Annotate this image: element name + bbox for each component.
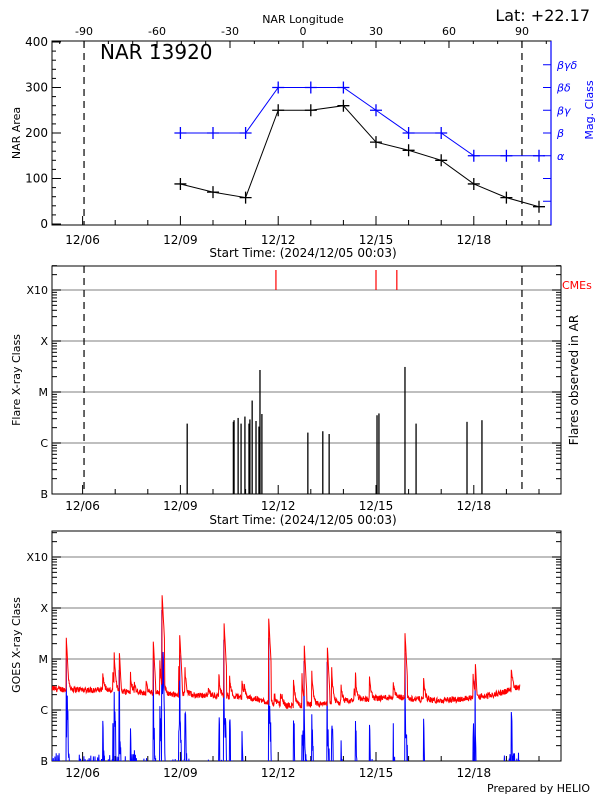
- flare-class-tick-label: X: [40, 335, 48, 348]
- longitude-tick-label: 60: [442, 25, 456, 38]
- longitude-axis-label: NAR Longitude: [262, 13, 344, 26]
- mag-class-tick-label: β: [556, 127, 564, 140]
- area-line: [180, 105, 540, 208]
- flare-class-axis-label: Flare X-ray Class: [10, 334, 23, 426]
- goes-date-tick-label: 12/06: [65, 766, 100, 780]
- goes-panel: GOES X-ray Class B C M X X10 12/06 12/09 12/12 1…: [10, 530, 562, 780]
- area-point: [304, 104, 317, 117]
- date-tick-label: 12/06: [65, 233, 100, 247]
- area-point: [272, 104, 285, 117]
- area-point: [402, 144, 415, 157]
- longitude-tick-label: 0: [300, 25, 307, 38]
- cme-label: CMEs: [562, 279, 592, 292]
- mag-class-point: [467, 149, 480, 162]
- mag-class-tick-label: βγδ: [556, 59, 578, 72]
- area-tick-label: 400: [25, 35, 48, 49]
- goes-class-tick-label: B: [40, 755, 48, 768]
- flare-date-tick-label: 12/18: [457, 499, 492, 513]
- area-tick-label: 100: [25, 172, 48, 186]
- goes-long-channel-group: [52, 595, 521, 710]
- mag-class-point: [337, 81, 350, 94]
- area-point: [500, 191, 513, 204]
- flare-class-tick-label: M: [39, 386, 49, 399]
- flare-date-tick-label: 12/15: [359, 499, 394, 513]
- mag-class-tick-label: βδ: [556, 82, 571, 95]
- area-point: [174, 177, 187, 190]
- date-tick-label: 12/12: [261, 233, 296, 247]
- goes-date-tick-label: 12/12: [261, 766, 296, 780]
- panel1-frame: [51, 40, 552, 226]
- mag-class-axis-label: Mag. Class: [583, 80, 596, 139]
- panel3-frame: [51, 530, 562, 762]
- mag-class-point: [207, 127, 219, 139]
- area-tick-label: 300: [25, 81, 48, 95]
- area-point: [533, 200, 545, 213]
- mag-class-point: [272, 81, 285, 94]
- nar-area-axis-label: NAR Area: [10, 107, 23, 159]
- area-point: [370, 136, 382, 149]
- area-point: [337, 99, 350, 112]
- area-point: [207, 186, 219, 199]
- goes-class-axis-label: GOES X-ray Class: [10, 597, 23, 693]
- goes-class-tick-label: C: [40, 704, 48, 717]
- goes-date-tick-label: 12/15: [359, 766, 394, 780]
- flare-date-tick-label: 12/09: [163, 499, 198, 513]
- longitude-tick-label: 90: [515, 25, 529, 38]
- mag-class-point: [304, 81, 317, 94]
- panel2-xlabel: Start Time: (2024/12/05 00:03): [209, 513, 396, 527]
- goes-date-tick-label: 12/18: [457, 766, 492, 780]
- goes-short-channel-line: [52, 609, 520, 761]
- date-tick-label: 12/18: [457, 233, 492, 247]
- mag-class-point: [370, 104, 382, 117]
- mag-class-line: [180, 87, 539, 157]
- latitude-label: Lat: +22.17: [495, 6, 590, 25]
- area-tick-label: 0: [40, 217, 48, 231]
- flare-class-tick-label: X10: [26, 284, 48, 297]
- flare-panel: Flare X-ray Class Flares observed in AR …: [10, 265, 592, 527]
- date-tick-label: 12/09: [163, 233, 198, 247]
- area-point: [467, 177, 480, 190]
- goes-class-tick-label: M: [39, 653, 49, 666]
- longitude-tick-label: 30: [369, 25, 383, 38]
- prepared-by-label: Prepared by HELIO: [487, 782, 590, 795]
- longitude-tick-label: -90: [75, 25, 93, 38]
- flare-class-tick-label: C: [40, 437, 48, 450]
- area-tick-label: 200: [25, 126, 48, 140]
- panel2-frame: [51, 265, 562, 495]
- mag-class-point: [533, 149, 545, 162]
- goes-class-tick-label: X10: [26, 551, 48, 564]
- goes-class-tick-label: X: [40, 602, 48, 615]
- date-tick-label: 12/15: [359, 233, 394, 247]
- flares-observed-axis-label: Flares observed in AR: [567, 315, 581, 445]
- longitude-tick-label: -60: [148, 25, 166, 38]
- mag-class-point: [500, 149, 513, 162]
- flare-class-tick-label: B: [40, 488, 48, 501]
- mag-class-point: [435, 127, 448, 139]
- mag-class-point: [402, 127, 415, 139]
- panel1-xlabel: Start Time: (2024/12/05 00:03): [209, 246, 396, 260]
- mag-class-point: [174, 127, 187, 139]
- goes-date-tick-label: 12/09: [163, 766, 198, 780]
- longitude-tick-label: -30: [221, 25, 239, 38]
- goes-short-channel-group: [52, 609, 520, 761]
- goes-long-channel-line: [52, 595, 521, 710]
- mag-class-tick-label: α: [557, 150, 565, 163]
- mag-class-point: [239, 127, 252, 139]
- area-magclass-panel: NAR Area Mag. Class Start Time: (2024/12…: [10, 25, 596, 260]
- area-point: [435, 154, 448, 167]
- flare-date-tick-label: 12/06: [65, 499, 100, 513]
- area-point: [239, 191, 252, 204]
- flare-date-tick-label: 12/12: [261, 499, 296, 513]
- mag-class-tick-label: βγ: [556, 104, 571, 117]
- region-title: NAR 13920: [100, 40, 213, 64]
